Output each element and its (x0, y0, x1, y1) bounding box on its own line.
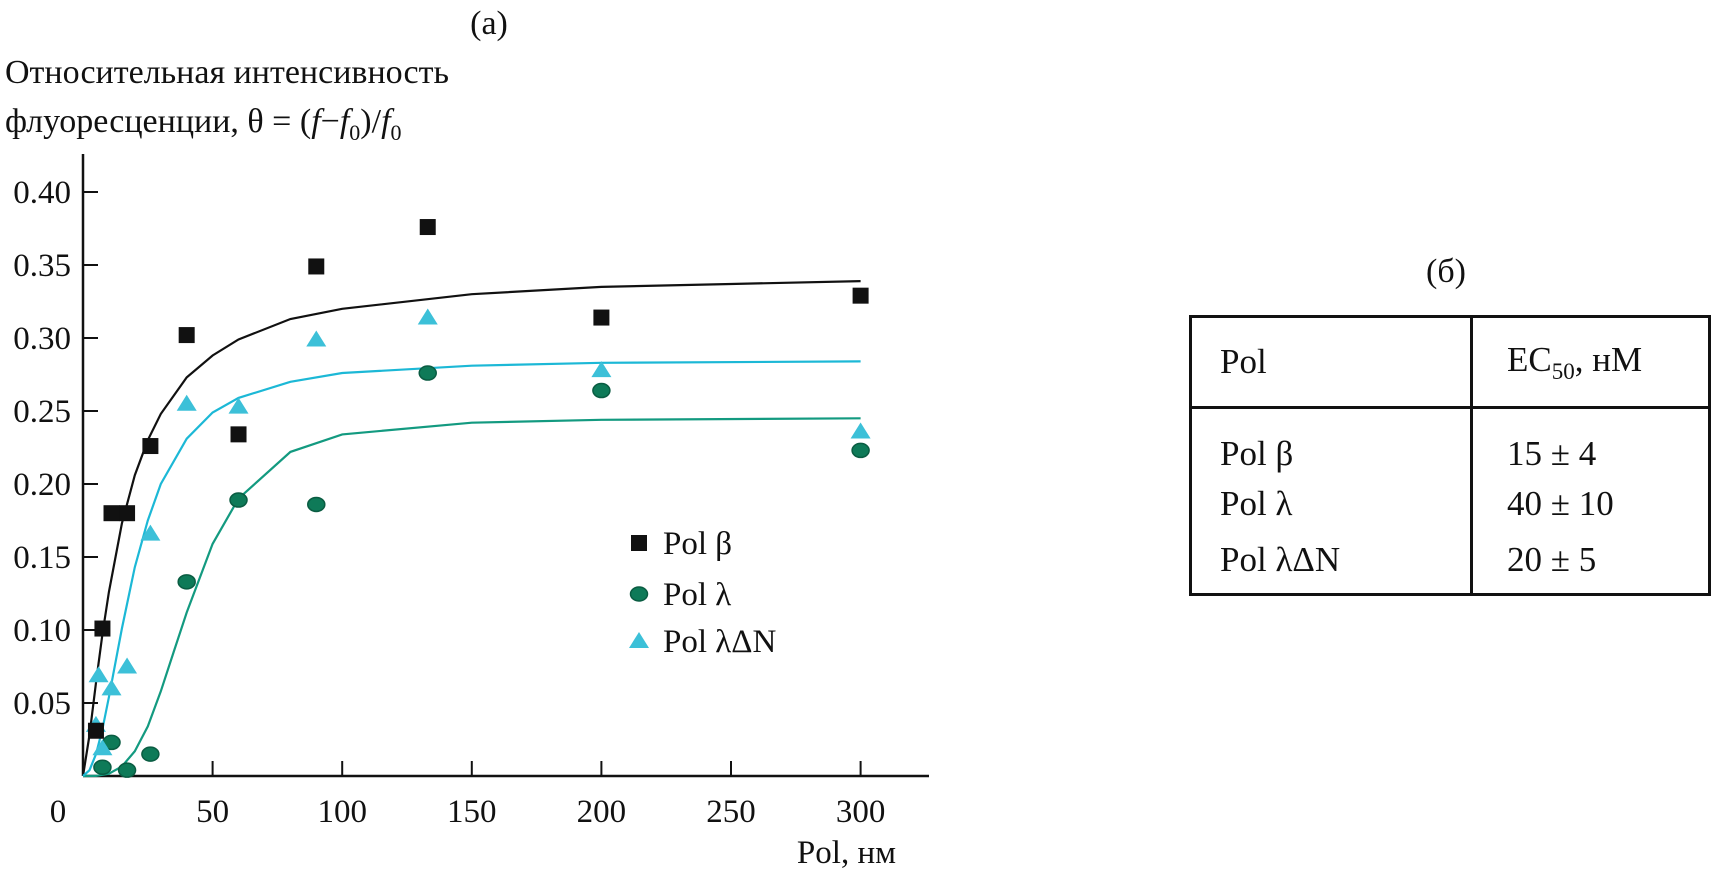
legend-marker-square (631, 535, 647, 551)
data-point-circle (177, 574, 196, 590)
x-tick-label: 0 (50, 794, 67, 830)
data-points (85, 219, 871, 778)
data-point-square (87, 722, 104, 739)
header-ec: EC (1507, 339, 1552, 379)
data-point-triangle (88, 666, 109, 683)
data-point-square (142, 438, 159, 455)
data-point-circle (229, 492, 248, 508)
data-point-square (593, 309, 610, 326)
data-point-triangle (591, 361, 612, 378)
data-point-triangle (117, 657, 138, 674)
fit-curve-circle (82, 417, 861, 778)
y-tick-label: 0.25 (13, 394, 71, 430)
table-cell-ec50: 20 ± 5 (1507, 540, 1597, 579)
data-point-square (419, 219, 436, 236)
data-point-triangle (101, 679, 122, 696)
data-point-triangle (140, 524, 161, 541)
x-tick-label: 300 (836, 794, 886, 830)
header-unit: , нМ (1574, 339, 1643, 379)
y-axis-label-text: флуоресценции, θ = (f−f0)/f0 (5, 103, 402, 145)
data-point-circle (592, 382, 611, 399)
table-body: Pol β Pol λ Pol λΔN 15 ± 4 40 ± 10 20 ± … (1189, 406, 1711, 596)
panel-label-b: (б) (1426, 253, 1466, 290)
data-point-square (94, 620, 111, 637)
table-cell-ec50: 40 ± 10 (1507, 484, 1614, 523)
table-cell-ec50: 15 ± 4 (1507, 434, 1597, 473)
header-ec-subscript: 50 (1551, 358, 1575, 384)
data-point-circle (851, 442, 870, 459)
legend: Pol β Pol λ Pol λΔN (629, 526, 776, 660)
legend-label: Pol λΔN (663, 624, 776, 660)
fit-curve-square (81, 280, 861, 777)
ec50-column: 15 ± 4 40 ± 10 20 ± 5 (1470, 406, 1711, 596)
x-tick-label: 50 (196, 794, 229, 830)
x-tick-label: 200 (577, 794, 627, 830)
table-header-row: Pol EC50, нМ (1189, 315, 1711, 409)
axes: 0.05 0.10 0.15 0.20 0.25 0.30 0.35 0.40 0 50 100 15… (13, 154, 929, 871)
data-point-triangle (306, 330, 327, 347)
data-point-circle (307, 496, 326, 513)
fit-curves (81, 280, 861, 778)
header-pol: Pol (1189, 315, 1473, 409)
data-point-triangle (176, 394, 197, 411)
header-ec50: EC50, нМ (1470, 315, 1711, 409)
data-point-triangle (92, 739, 113, 756)
data-point-circle (93, 759, 112, 775)
ec50-table: Pol EC50, нМ Pol β Pol λ Pol λΔN 15 ± 4 … (1189, 315, 1711, 596)
panel-label-a: (a) (470, 5, 508, 42)
y-tick-label: 0.40 (13, 175, 71, 211)
y-axis-label-line2: флуоресценции, θ = (f−f0)/f0 (5, 105, 402, 144)
pol-column: Pol β Pol λ Pol λΔN (1189, 406, 1473, 596)
legend-marker-triangle (629, 632, 649, 648)
data-point-circle (117, 762, 137, 778)
data-point-triangle (417, 308, 438, 325)
legend-label: Pol β (663, 526, 732, 562)
x-axis-label: Pol, нм (797, 835, 896, 871)
x-tick-label: 150 (447, 794, 497, 830)
data-point-square (308, 258, 325, 275)
data-point-triangle (850, 422, 871, 439)
x-tick-label: 100 (317, 794, 367, 830)
y-tick-label: 0.35 (13, 248, 71, 284)
data-point-square (178, 327, 195, 344)
y-tick-label: 0.15 (13, 540, 71, 576)
y-tick-label: 0.30 (13, 321, 71, 357)
y-tick-label: 0.05 (13, 686, 71, 722)
data-point-circle (141, 746, 160, 762)
legend-label: Pol λ (663, 577, 731, 613)
x-tick-label: 250 (706, 794, 756, 830)
data-point-square (119, 505, 136, 522)
data-point-square (230, 426, 247, 443)
table-cell-pol: Pol λ (1220, 484, 1293, 523)
y-axis-label-line1: Относительная интенсивность (5, 54, 449, 91)
y-tick-label: 0.20 (13, 467, 71, 503)
data-point-circle (418, 365, 437, 381)
data-point-square (852, 287, 869, 304)
table-cell-pol: Pol β (1220, 434, 1294, 473)
data-point-triangle (228, 397, 249, 414)
y-tick-label: 0.10 (13, 613, 71, 649)
data-point-square (103, 505, 120, 522)
legend-marker-circle (629, 586, 649, 602)
table-cell-pol: Pol λΔN (1220, 540, 1341, 579)
